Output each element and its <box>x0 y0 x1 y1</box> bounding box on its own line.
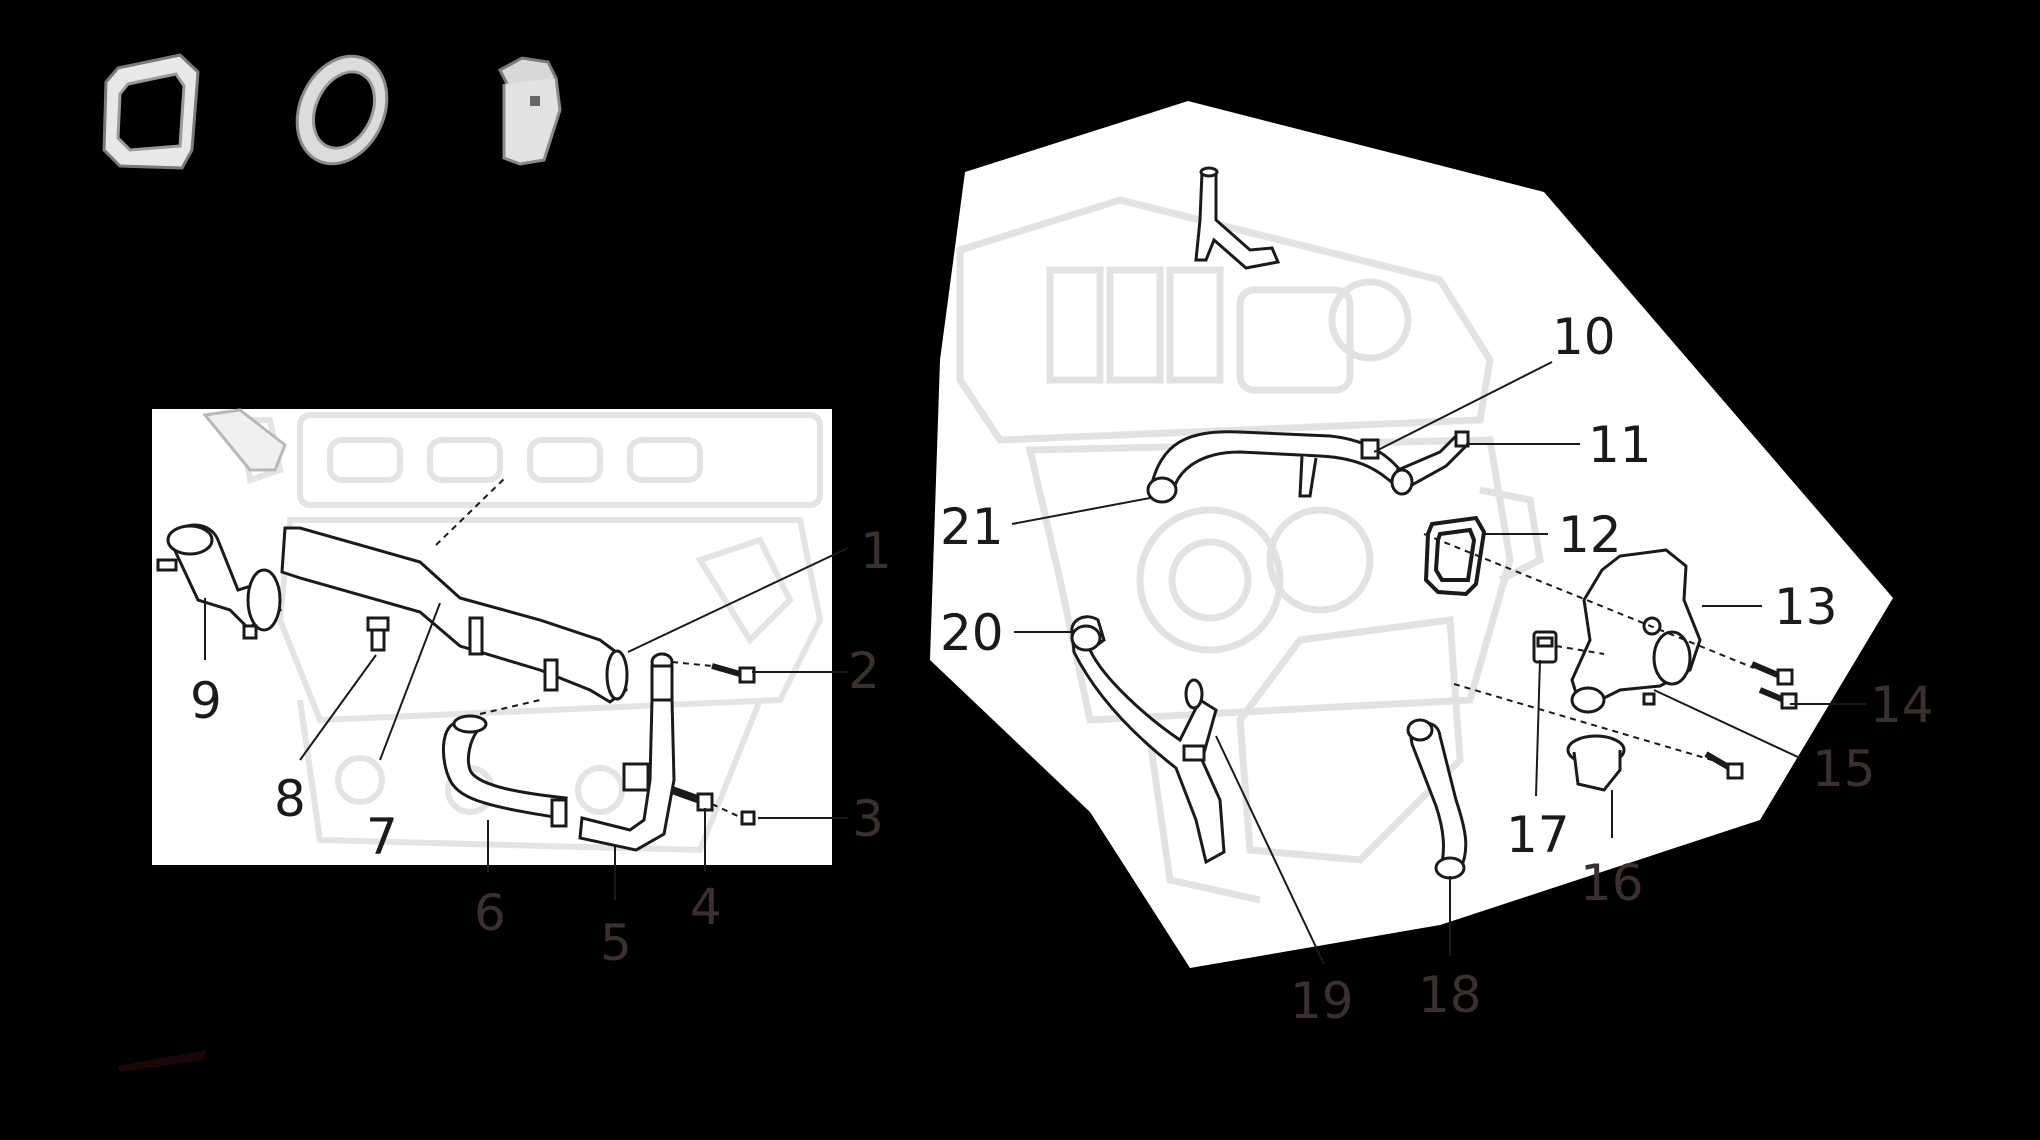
part-16-thermostat <box>1566 734 1626 792</box>
part-18-hose <box>1406 718 1468 880</box>
callouts: 1 2 3 4 5 6 7 8 9 10 11 12 13 14 15 16 1… <box>190 308 1934 1030</box>
callout-11: 11 <box>1588 416 1652 474</box>
part-12-gasket <box>1423 515 1487 597</box>
callout-4: 4 <box>690 878 722 936</box>
callout-8: 8 <box>274 770 306 828</box>
part-6-hose <box>441 714 568 828</box>
ghost-engine-right <box>956 196 1544 904</box>
part-13-thermostat-housing <box>1570 548 1702 714</box>
callout-18: 18 <box>1418 966 1482 1024</box>
ghost-engine-left <box>236 412 824 854</box>
callout-13: 13 <box>1774 578 1838 636</box>
right-main-panel <box>930 101 1893 968</box>
part-10-bolt <box>1360 438 1380 460</box>
part-15-bolt <box>1704 751 1744 780</box>
part-11-hose <box>1390 430 1470 496</box>
gasket-square-icon <box>102 53 200 170</box>
callout-12: 12 <box>1558 506 1622 564</box>
part-upper-pipe <box>1194 166 1281 270</box>
part-20-19-hose <box>1070 615 1226 865</box>
callout-9: 9 <box>190 672 222 730</box>
hex-plug-icon <box>498 56 562 166</box>
leader-lines <box>204 361 1866 965</box>
part-5-hose <box>578 652 676 852</box>
part-17-sensor <box>1532 630 1558 664</box>
callout-19: 19 <box>1290 972 1354 1030</box>
callout-14: 14 <box>1870 676 1934 734</box>
part-8-bolt <box>366 616 390 652</box>
callout-16: 16 <box>1580 854 1644 912</box>
left-detail-panel <box>152 408 832 865</box>
part-9-hose <box>156 523 282 640</box>
callout-10: 10 <box>1552 308 1616 366</box>
part-2-bolt <box>711 663 756 684</box>
callout-20: 20 <box>940 604 1004 662</box>
callout-3: 3 <box>852 790 884 848</box>
callout-5: 5 <box>600 914 632 972</box>
callout-6: 6 <box>474 884 506 942</box>
callout-2: 2 <box>848 642 880 700</box>
callout-17: 17 <box>1506 806 1570 864</box>
callout-21: 21 <box>940 498 1004 556</box>
part-3-nut <box>740 810 756 826</box>
callout-15: 15 <box>1812 740 1876 798</box>
callout-7: 7 <box>366 808 398 866</box>
part-1-coolant-pipe <box>280 526 629 704</box>
seal-ring-icon <box>295 54 389 166</box>
corner-mark <box>118 1050 206 1072</box>
callout-1: 1 <box>860 522 892 580</box>
